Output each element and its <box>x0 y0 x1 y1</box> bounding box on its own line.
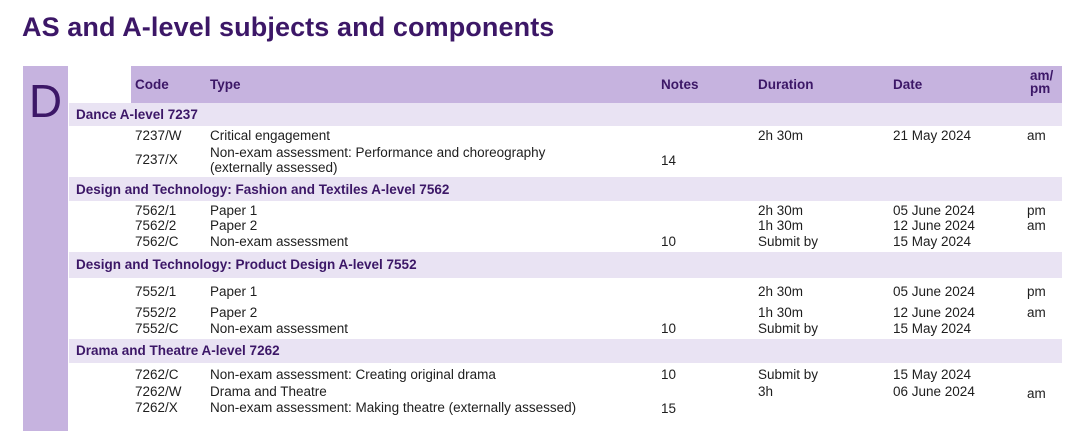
cell-notes: 10 <box>661 321 677 336</box>
table-row: 7562/1 Paper 1 2h 30m 05 June 2024 pm <box>69 201 1062 218</box>
cell-duration: 1h 30m <box>758 218 804 233</box>
cell-code: 7262/C <box>135 367 179 382</box>
cell-ampm: pm <box>1027 284 1046 299</box>
cell-date: 15 May 2024 <box>893 234 972 249</box>
group-heading: Dance A-level 7237 <box>69 103 1062 126</box>
cell-code: 7262/W <box>135 384 182 399</box>
group-heading: Drama and Theatre A-level 7262 <box>69 339 1062 363</box>
cell-code: 7562/C <box>135 234 179 249</box>
cell-duration: Submit by <box>758 367 819 382</box>
cell-date: 15 May 2024 <box>893 367 972 382</box>
cell-duration: Submit by <box>758 321 819 336</box>
cell-ampm: am <box>1027 386 1046 401</box>
cell-notes: 14 <box>661 153 677 168</box>
cell-type: Non-exam assessment <box>210 234 349 249</box>
cell-date: 06 June 2024 <box>893 384 975 399</box>
section-letter-column: D <box>23 66 68 431</box>
cell-notes: 15 <box>661 401 677 416</box>
cell-notes: 10 <box>661 367 677 382</box>
cell-duration: 2h 30m <box>758 284 804 299</box>
cell-ampm: am <box>1027 128 1046 143</box>
cell-code: 7237/W <box>135 128 182 143</box>
cell-type: Non-exam assessment: Making theatre (ext… <box>210 400 577 415</box>
header-date: Date <box>893 77 923 92</box>
cell-type: Paper 2 <box>210 305 258 320</box>
group-heading: Design and Technology: Product Design A-… <box>69 252 1062 278</box>
header-ampm: am/ pm <box>1030 68 1054 96</box>
header-duration: Duration <box>758 77 814 92</box>
cell-date: 15 May 2024 <box>893 321 972 336</box>
group-heading: Design and Technology: Fashion and Texti… <box>69 177 1062 201</box>
table-row: 7562/C Non-exam assessment 10 Submit by … <box>69 234 1062 252</box>
cell-code: 7562/1 <box>135 203 177 218</box>
table-row: 7237/X Non-exam assessment: Performance … <box>69 144 1062 177</box>
table-row: 7237/W Critical engagement 2h 30m 21 May… <box>69 126 1062 144</box>
cell-code: 7262/X <box>135 400 178 415</box>
table-row: 7262/C Non-exam assessment: Creating ori… <box>69 363 1062 382</box>
cell-date: 05 June 2024 <box>893 203 975 218</box>
section-letter: D <box>28 75 63 127</box>
table-row: 7552/2 Paper 2 1h 30m 12 June 2024 am <box>69 303 1062 321</box>
header-type: Type <box>210 77 241 92</box>
cell-date: 12 June 2024 <box>893 218 975 233</box>
group-title: Design and Technology: Fashion and Texti… <box>76 182 450 197</box>
cell-duration: 3h <box>758 384 774 399</box>
table-row: 7262/X Non-exam assessment: Making theat… <box>69 398 1062 418</box>
cell-date: 12 June 2024 <box>893 305 975 320</box>
table-row: 7552/1 Paper 1 2h 30m 05 June 2024 pm <box>69 278 1062 303</box>
cell-type: Paper 1 <box>210 284 258 299</box>
cell-duration: Submit by <box>758 234 819 249</box>
group-title: Drama and Theatre A-level 7262 <box>76 343 280 358</box>
cell-type: Drama and Theatre <box>210 384 327 399</box>
cell-notes: 10 <box>661 234 677 249</box>
cell-type: Non-exam assessment: Performance and cho… <box>210 145 546 175</box>
table-row: 7552/C Non-exam assessment 10 Submit by … <box>69 321 1062 339</box>
cell-date: 21 May 2024 <box>893 128 972 143</box>
cell-type: Paper 2 <box>210 218 258 233</box>
cell-type: Non-exam assessment: Creating original d… <box>210 367 496 382</box>
cell-duration: 1h 30m <box>758 305 804 320</box>
cell-code: 7237/X <box>135 152 178 167</box>
cell-type: Paper 1 <box>210 203 258 218</box>
cell-code: 7552/C <box>135 321 179 336</box>
cell-code: 7552/2 <box>135 305 177 320</box>
cell-ampm: pm <box>1027 203 1046 218</box>
cell-ampm: am <box>1027 218 1046 233</box>
group-title: Dance A-level 7237 <box>76 107 198 122</box>
header-code: Code <box>135 77 169 92</box>
cell-type: Non-exam assessment <box>210 321 349 336</box>
cell-ampm: am <box>1027 305 1046 320</box>
cell-code: 7552/1 <box>135 284 177 299</box>
page-title: AS and A-level subjects and components <box>22 12 555 42</box>
table-row: 7562/2 Paper 2 1h 30m 12 June 2024 am <box>69 218 1062 235</box>
group-title: Design and Technology: Product Design A-… <box>76 257 417 272</box>
exam-timetable-table: Code Type Notes Duration Date am/ pm Dan… <box>69 66 1062 418</box>
cell-type: Critical engagement <box>210 128 331 143</box>
table-row: 7262/W Drama and Theatre 3h 06 June 2024… <box>69 381 1062 401</box>
table-header-row: Code Type Notes Duration Date am/ pm <box>131 66 1062 103</box>
header-notes: Notes <box>661 77 699 92</box>
cell-date: 05 June 2024 <box>893 284 975 299</box>
cell-duration: 2h 30m <box>758 128 804 143</box>
cell-code: 7562/2 <box>135 218 177 233</box>
cell-duration: 2h 30m <box>758 203 804 218</box>
